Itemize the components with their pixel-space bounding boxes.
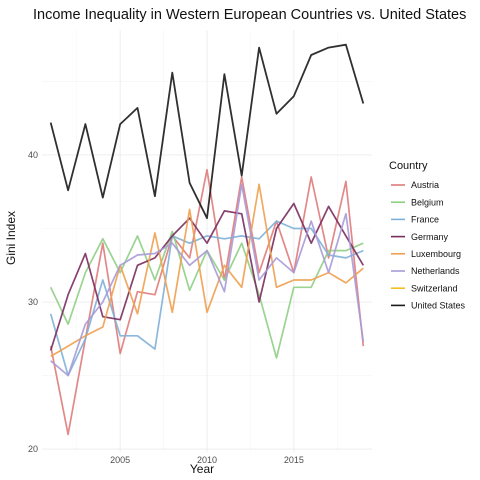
legend-label-austria: Austria [411,180,439,190]
series-line-austria [49,168,365,436]
legend-label-switzerland: Switzerland [411,283,458,293]
legend: Country Austria Belgium France Germany Luxem… [389,160,466,311]
x-axis-ticks: 2005 2010 2015 [110,455,304,465]
x-tick-label: 2015 [284,455,304,465]
series-line-luxembourg [50,183,364,358]
y-axis-title: Gini Index [4,211,18,265]
series-line-united-states [49,43,365,220]
x-tick-label: 2005 [110,455,130,465]
legend-label-germany: Germany [411,232,449,242]
y-tick-label: 30 [28,297,38,307]
series-lines [49,43,365,436]
y-tick-label: 20 [28,444,38,454]
series-line-france [49,220,364,377]
legend-label-luxembourg: Luxembourg [411,249,461,259]
plot-grid [42,30,372,452]
x-axis-title: Year [190,462,214,476]
legend-label-belgium: Belgium [411,197,444,207]
legend-label-france: France [411,215,439,225]
legend-title: Country [389,160,428,172]
y-tick-label: 40 [28,150,38,160]
y-axis-ticks: 20 30 40 [28,150,38,454]
chart-title: Income Inequality in Western European Co… [33,7,466,23]
series-line-germany [49,202,365,351]
series-line-netherlands [50,183,365,377]
legend-label-netherlands: Netherlands [411,266,460,276]
x-tick-label: 2010 [197,455,217,465]
legend-label-united-states: United States [411,301,466,311]
